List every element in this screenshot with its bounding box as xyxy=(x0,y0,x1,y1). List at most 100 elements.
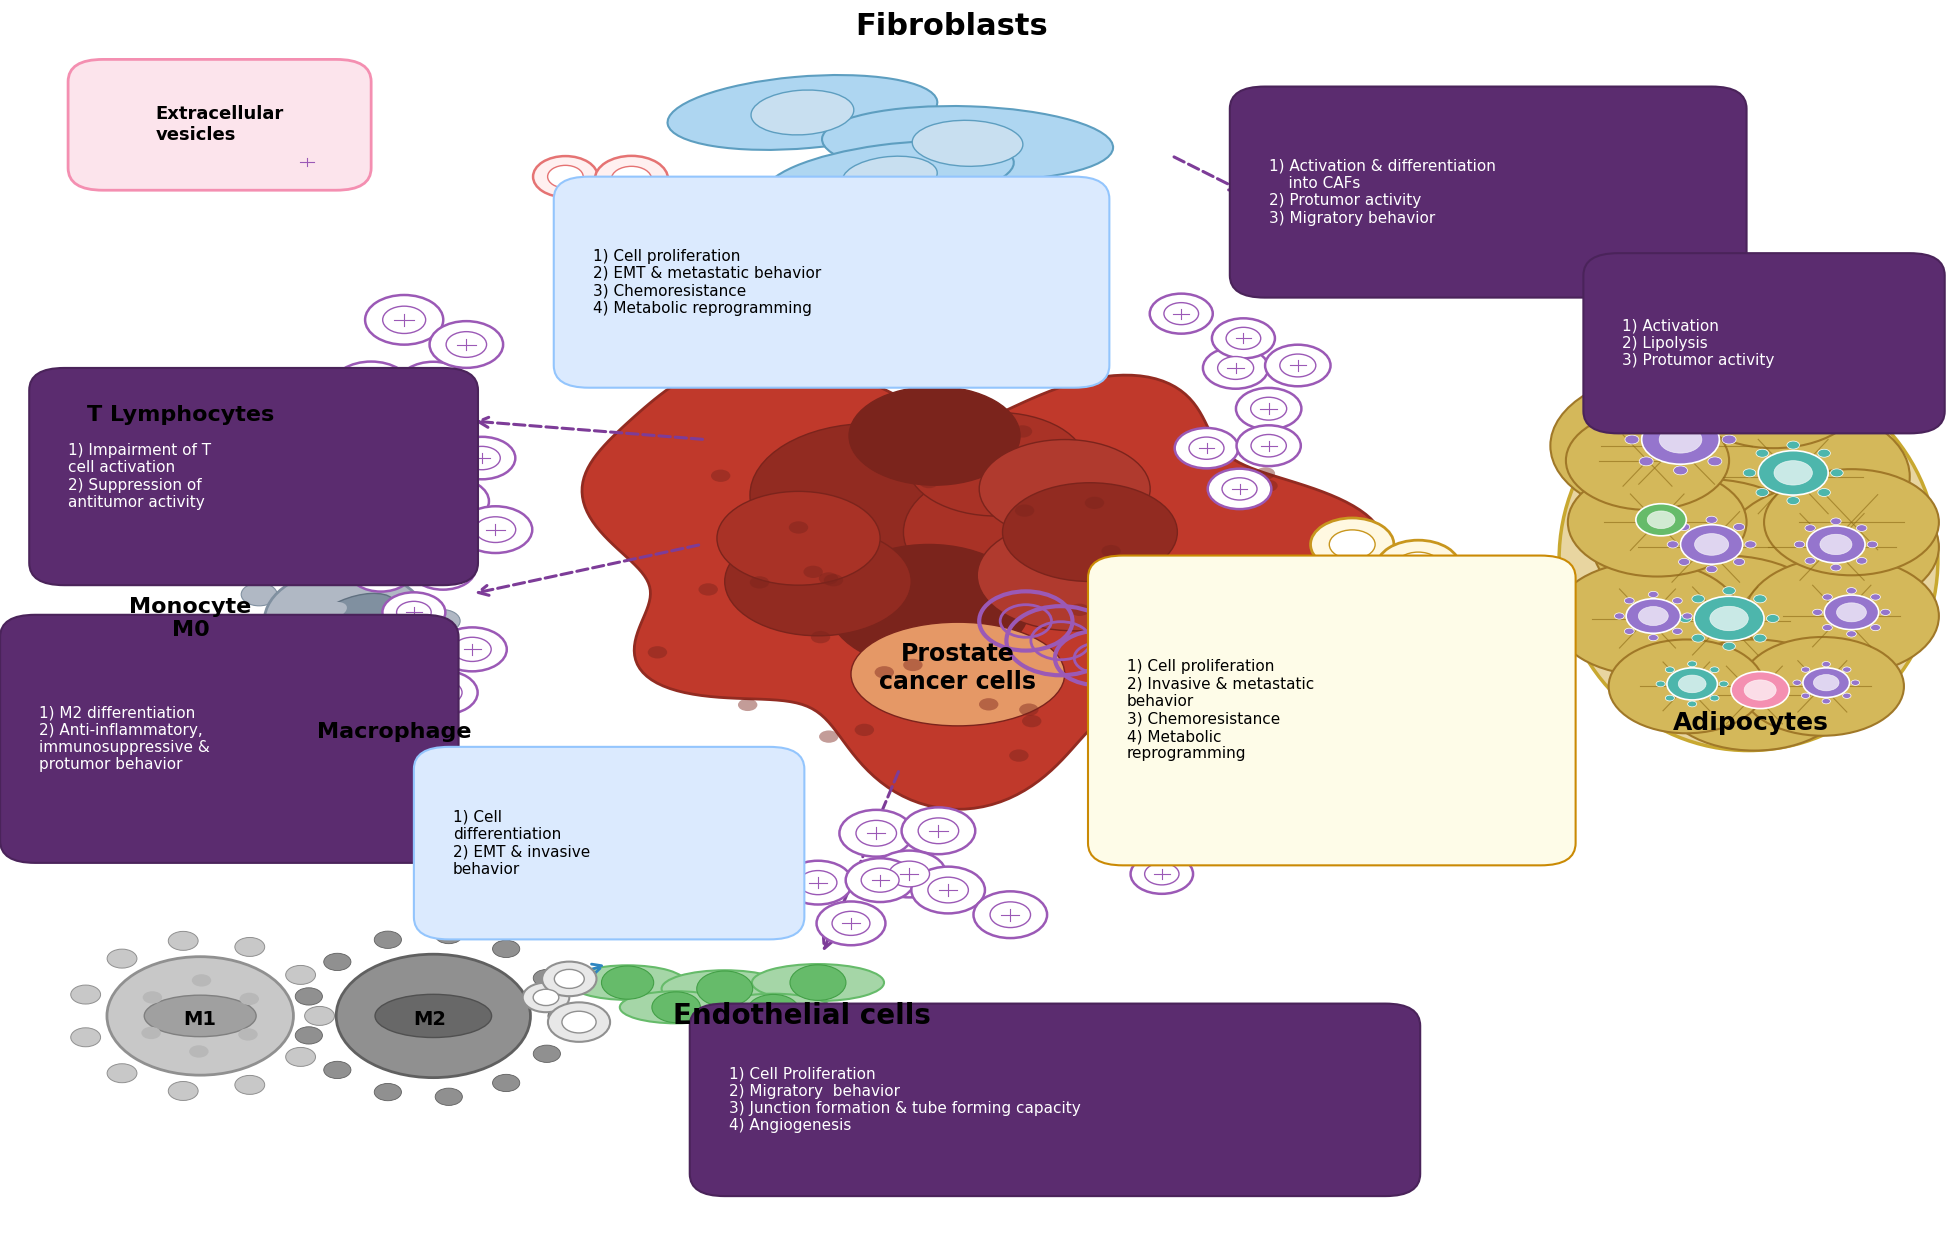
Circle shape xyxy=(811,631,831,643)
Circle shape xyxy=(562,1011,597,1033)
Circle shape xyxy=(287,965,316,985)
Ellipse shape xyxy=(903,465,1129,599)
Circle shape xyxy=(1679,675,1706,693)
Circle shape xyxy=(447,332,488,357)
Circle shape xyxy=(168,931,199,950)
Ellipse shape xyxy=(850,622,1065,726)
Circle shape xyxy=(1722,435,1736,444)
Circle shape xyxy=(140,491,160,503)
Circle shape xyxy=(1381,667,1429,698)
Circle shape xyxy=(1145,863,1180,884)
Circle shape xyxy=(203,494,220,505)
Circle shape xyxy=(1673,404,1687,413)
Circle shape xyxy=(306,550,343,573)
Circle shape xyxy=(1640,413,1654,422)
Circle shape xyxy=(203,417,220,428)
Circle shape xyxy=(1732,672,1790,709)
Circle shape xyxy=(1638,606,1669,626)
Circle shape xyxy=(1847,588,1856,594)
Circle shape xyxy=(651,992,700,1023)
Circle shape xyxy=(1127,693,1147,705)
Circle shape xyxy=(238,1028,257,1040)
Circle shape xyxy=(1821,699,1831,704)
Circle shape xyxy=(903,659,922,672)
Circle shape xyxy=(1856,558,1866,564)
Circle shape xyxy=(1843,667,1851,672)
Circle shape xyxy=(458,506,532,553)
Circle shape xyxy=(408,670,478,715)
Ellipse shape xyxy=(751,423,991,567)
Circle shape xyxy=(889,861,930,887)
Circle shape xyxy=(1722,642,1736,651)
Circle shape xyxy=(374,1084,402,1101)
Ellipse shape xyxy=(1617,555,1835,687)
Circle shape xyxy=(107,956,292,1075)
Circle shape xyxy=(1743,680,1776,700)
Circle shape xyxy=(862,868,899,892)
Circle shape xyxy=(1310,518,1394,571)
Circle shape xyxy=(1831,518,1841,524)
Circle shape xyxy=(1794,541,1806,548)
Circle shape xyxy=(833,912,870,935)
Circle shape xyxy=(238,455,255,466)
Ellipse shape xyxy=(1765,469,1938,575)
Circle shape xyxy=(1160,811,1223,851)
Circle shape xyxy=(1404,751,1455,783)
Ellipse shape xyxy=(827,544,1030,668)
Circle shape xyxy=(1679,558,1691,565)
Circle shape xyxy=(1667,541,1679,548)
Circle shape xyxy=(918,476,938,489)
Circle shape xyxy=(532,990,560,1006)
Circle shape xyxy=(1223,477,1258,500)
Circle shape xyxy=(1681,524,1743,564)
Circle shape xyxy=(1648,635,1658,641)
Circle shape xyxy=(464,447,501,470)
Ellipse shape xyxy=(848,386,1020,485)
Circle shape xyxy=(281,145,333,178)
Circle shape xyxy=(1823,625,1833,631)
Circle shape xyxy=(1880,609,1890,616)
Circle shape xyxy=(1147,668,1217,713)
FancyBboxPatch shape xyxy=(1230,87,1747,298)
Ellipse shape xyxy=(1002,482,1178,581)
Circle shape xyxy=(1722,586,1736,595)
Circle shape xyxy=(265,569,427,673)
Circle shape xyxy=(72,438,220,532)
Circle shape xyxy=(1687,661,1696,667)
Circle shape xyxy=(142,991,162,1003)
Circle shape xyxy=(1831,564,1841,571)
Ellipse shape xyxy=(661,970,788,1007)
Circle shape xyxy=(142,1027,160,1039)
Text: Extracellular
vesicles: Extracellular vesicles xyxy=(156,105,285,145)
Circle shape xyxy=(292,152,322,171)
Circle shape xyxy=(638,219,704,262)
Circle shape xyxy=(1753,595,1767,602)
Circle shape xyxy=(1174,428,1238,469)
Circle shape xyxy=(601,966,653,999)
Circle shape xyxy=(1673,597,1683,604)
Circle shape xyxy=(1615,612,1624,620)
Ellipse shape xyxy=(1609,640,1765,734)
Circle shape xyxy=(901,808,975,855)
Circle shape xyxy=(99,455,115,466)
Circle shape xyxy=(324,1061,351,1079)
Circle shape xyxy=(1745,541,1757,548)
Circle shape xyxy=(1693,595,1704,602)
Circle shape xyxy=(1720,682,1728,687)
Ellipse shape xyxy=(725,527,911,636)
Circle shape xyxy=(1648,511,1675,528)
Circle shape xyxy=(523,982,569,1012)
Circle shape xyxy=(1642,414,1720,464)
Circle shape xyxy=(1258,480,1277,492)
Circle shape xyxy=(1814,674,1839,690)
Circle shape xyxy=(197,523,216,536)
Ellipse shape xyxy=(667,75,938,150)
FancyBboxPatch shape xyxy=(0,615,458,863)
Circle shape xyxy=(1110,732,1188,782)
Circle shape xyxy=(618,267,655,291)
Circle shape xyxy=(1710,695,1720,701)
Circle shape xyxy=(1127,743,1170,771)
Ellipse shape xyxy=(620,991,733,1023)
Circle shape xyxy=(928,877,969,903)
Circle shape xyxy=(294,1027,322,1044)
